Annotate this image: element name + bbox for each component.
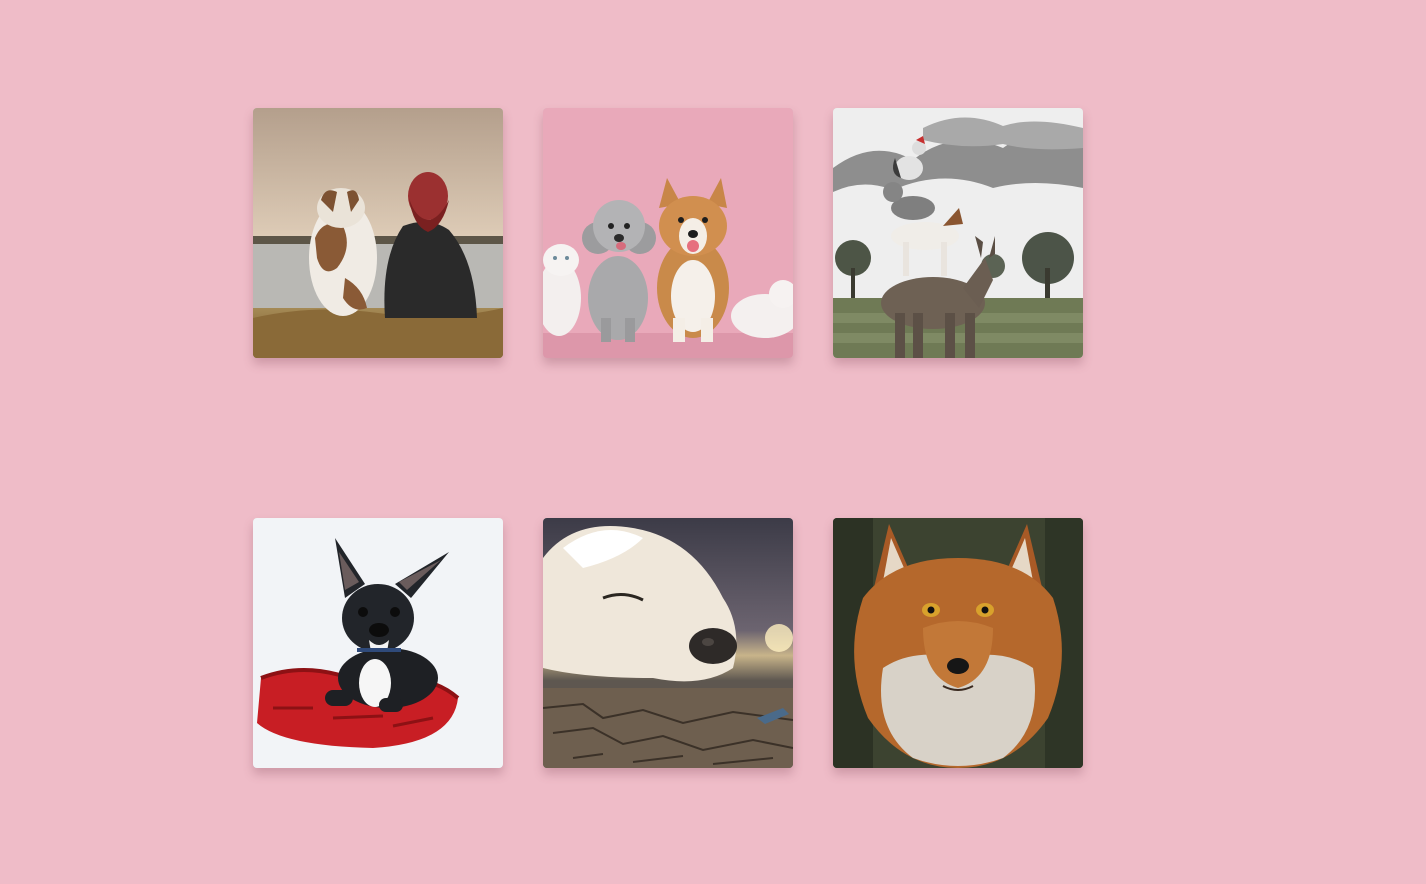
photo-card-french-bulldog[interactable] (253, 518, 503, 768)
photo-card-animal-stack[interactable] (833, 108, 1083, 358)
photo-card-dog-and-person[interactable] (253, 108, 503, 358)
poodle-corgi-photo (543, 108, 793, 358)
photo-card-poodle-and-corgi[interactable] (543, 108, 793, 358)
photo-card-sleeping-dog[interactable] (543, 518, 793, 768)
photo-card-red-fox[interactable] (833, 518, 1083, 768)
sleeping-dog-photo (543, 518, 793, 768)
red-fox-photo (833, 518, 1083, 768)
french-bulldog-photo (253, 518, 503, 768)
photo-grid (253, 108, 1083, 768)
animal-stack-photo (833, 108, 1083, 358)
dog-and-person-photo (253, 108, 503, 358)
